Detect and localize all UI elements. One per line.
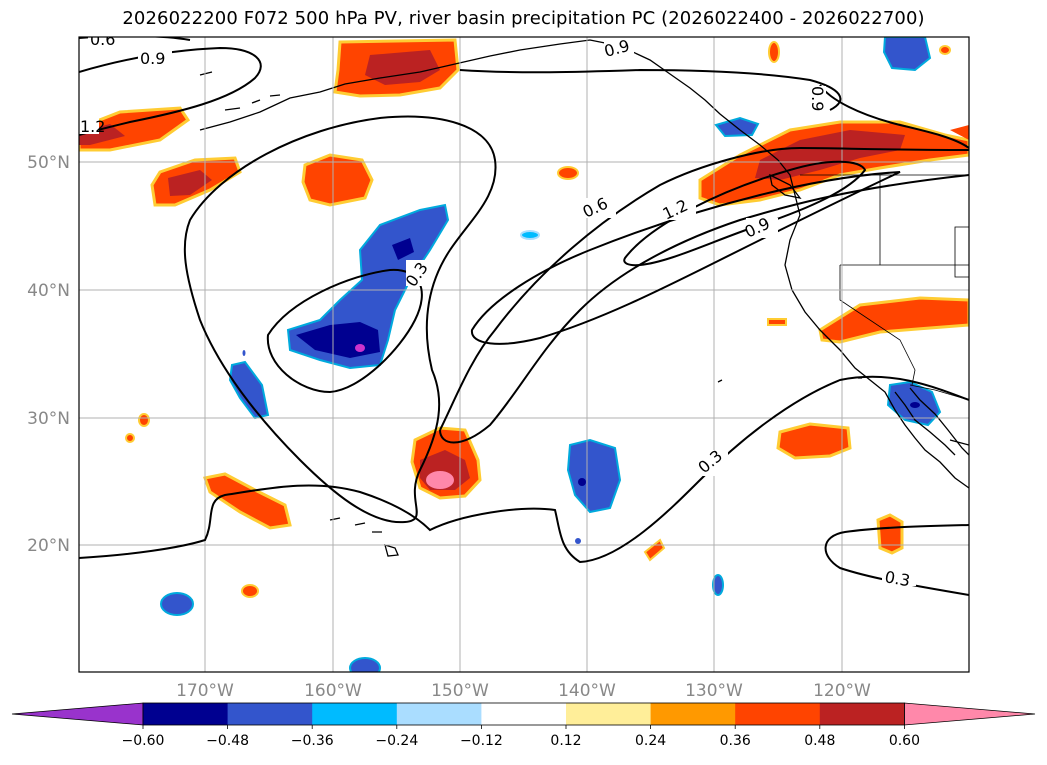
colorbar-tick-label: −0.12 — [460, 733, 503, 749]
contour-label: 0.9 — [808, 86, 827, 111]
lat-axis-labels: 50°N 40°N 30°N 20°N — [27, 153, 70, 556]
colorbar-tick-label: −0.24 — [375, 733, 418, 749]
colorbar-segment — [819, 703, 905, 725]
colorbar-tick-label: −0.60 — [122, 733, 165, 749]
colorbar-tick-label: −0.36 — [291, 733, 334, 749]
colorbar-tick-label: 0.36 — [720, 733, 751, 749]
colorbar-segment — [481, 703, 567, 725]
colorbar-tick-label: 0.60 — [889, 733, 920, 749]
precip-positive-areas — [79, 38, 969, 598]
lat-label: 40°N — [27, 281, 70, 301]
lon-label: 130°W — [685, 681, 743, 701]
lat-label: 50°N — [27, 153, 70, 173]
lon-label: 170°W — [176, 681, 234, 701]
lon-label: 140°W — [558, 681, 616, 701]
lon-label: 160°W — [304, 681, 362, 701]
colorbar-segment — [312, 703, 398, 725]
contour-label: 0.6 — [90, 30, 115, 49]
colorbar-segment — [735, 703, 821, 725]
lat-label: 30°N — [27, 409, 70, 429]
contour-label: 0.9 — [602, 36, 632, 61]
colorbar-tick-label: 0.24 — [635, 733, 666, 749]
colorbar-segment — [650, 703, 736, 725]
colorbar-tick-label: −0.48 — [206, 733, 249, 749]
contour-label: 0.3 — [883, 567, 911, 590]
colorbar-segment — [143, 703, 229, 725]
lon-label: 120°W — [813, 681, 871, 701]
lon-label: 150°W — [431, 681, 489, 701]
contour-label: 1.2 — [80, 117, 105, 136]
colorbar-segment — [227, 703, 313, 725]
lon-axis-labels: 170°W 160°W 150°W 140°W 130°W 120°W — [176, 681, 871, 701]
colorbar-segment — [396, 703, 482, 725]
map-title: 2026022200 F072 500 hPa PV, river basin … — [122, 8, 925, 29]
colorbar-tick-label: 0.12 — [550, 733, 581, 749]
lat-label: 20°N — [27, 536, 70, 556]
colorbar: −0.60 −0.48 −0.36 −0.24 −0.12 0.12 0.24 0.36 0.4… — [11, 702, 1036, 749]
colorbar-extend-max — [904, 702, 1036, 726]
graticule — [79, 37, 969, 672]
contour-label: 0.9 — [140, 49, 165, 68]
colorbar-segment — [566, 703, 652, 725]
colorbar-extend-min — [11, 702, 144, 726]
map-frame — [78, 36, 970, 673]
precip-negative-areas — [160, 37, 942, 672]
contour-labels: 0.6 0.9 0.9 0.9 0.6 1.2 0.9 0.3 0.3 0.3 … — [79, 30, 916, 590]
colorbar-tick-label: 0.48 — [804, 733, 835, 749]
colorbar-outline — [142, 702, 905, 726]
